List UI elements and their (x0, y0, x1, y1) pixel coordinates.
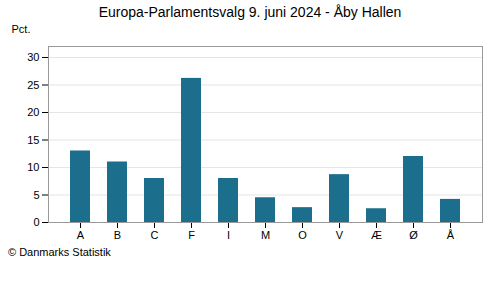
svg-text:5: 5 (33, 189, 39, 201)
html-text:© Danmarks Statistik: © Danmarks Statistik (8, 246, 111, 258)
svg-text:F: F (188, 229, 195, 241)
svg-text:Pct.: Pct. (12, 23, 31, 35)
svg-text:30: 30 (27, 51, 39, 63)
svg-text:0: 0 (33, 216, 39, 228)
svg-text:Æ: Æ (371, 229, 382, 241)
svg-text:V: V (336, 229, 344, 241)
svg-text:C: C (151, 229, 159, 241)
svg-text:25: 25 (27, 79, 39, 91)
svg-text:20: 20 (27, 106, 39, 118)
svg-text:B: B (114, 229, 121, 241)
svg-text:10: 10 (27, 161, 39, 173)
svg-text:M: M (261, 229, 270, 241)
svg-text:I: I (227, 229, 230, 241)
svg-text:A: A (77, 229, 85, 241)
svg-text:Å: Å (447, 229, 455, 241)
html-text:Europa-Parlamentsvalg 9. juni: Europa-Parlamentsvalg 9. juni 2024 - Åby… (98, 4, 402, 20)
svg-text:Ø: Ø (409, 229, 418, 241)
svg-text:O: O (298, 229, 307, 241)
svg-text:15: 15 (27, 134, 39, 146)
